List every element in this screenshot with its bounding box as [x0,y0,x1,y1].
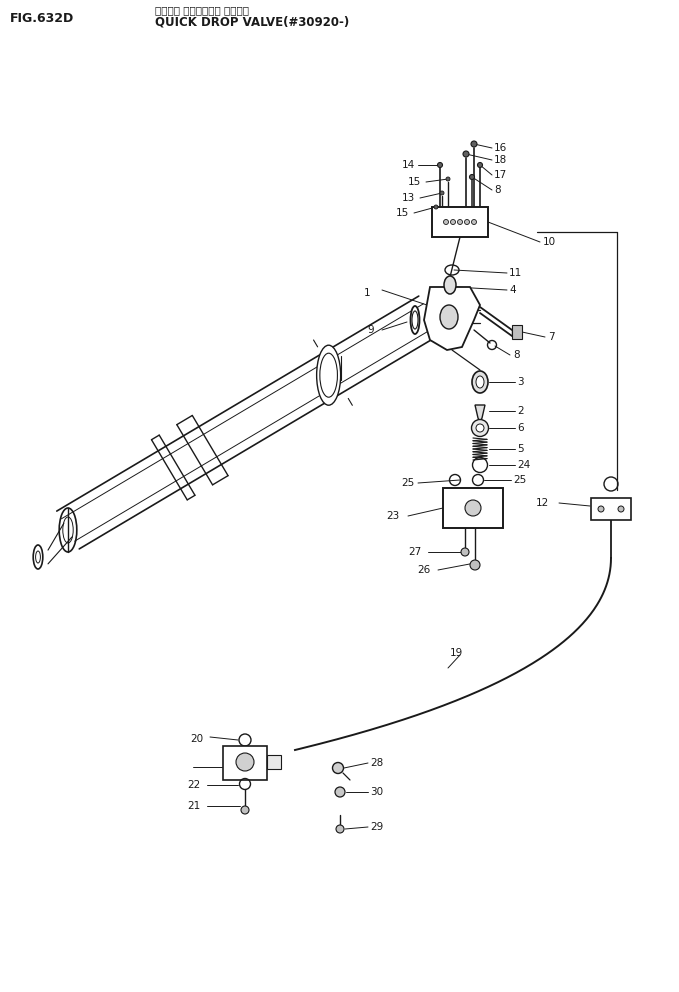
Text: 30: 30 [370,787,383,797]
Circle shape [465,500,481,516]
Text: 15: 15 [408,177,421,187]
Bar [267,755,281,769]
Text: 14: 14 [402,160,416,170]
Text: 19: 19 [450,648,463,658]
Text: 1: 1 [364,288,371,298]
Circle shape [464,219,469,224]
Text: 3: 3 [517,377,524,387]
Text: 15: 15 [396,208,409,218]
Bar [223,746,267,780]
Circle shape [333,763,344,774]
Bar [443,488,503,528]
Text: 8: 8 [494,185,500,195]
Text: 13: 13 [402,193,416,203]
Bar [432,207,488,237]
Circle shape [469,175,475,180]
Text: 6: 6 [517,423,524,433]
Text: 29: 29 [370,822,383,832]
Text: 25: 25 [513,475,526,485]
Text: 20: 20 [190,734,203,744]
Circle shape [446,177,450,181]
Text: 10: 10 [543,237,556,247]
Text: QUICK DROP VALVE(#30920-): QUICK DROP VALVE(#30920-) [155,16,349,29]
Ellipse shape [411,306,420,334]
Circle shape [440,191,444,195]
Text: FIG.632D: FIG.632D [10,12,74,25]
Text: 17: 17 [494,170,507,180]
Circle shape [236,753,254,771]
Bar [512,325,522,339]
Text: 12: 12 [536,498,549,508]
Circle shape [458,219,462,224]
Text: 4: 4 [509,285,515,295]
Text: 27: 27 [408,547,421,557]
Circle shape [461,548,469,556]
Circle shape [471,420,488,436]
Ellipse shape [444,276,456,294]
Circle shape [335,787,345,797]
Text: 8: 8 [513,350,519,360]
Circle shape [434,205,438,209]
Bar [591,498,631,520]
Ellipse shape [472,371,488,393]
Text: 7: 7 [548,332,555,342]
Text: 21: 21 [187,801,200,811]
Ellipse shape [316,345,341,405]
Circle shape [450,219,456,224]
Text: 16: 16 [494,143,507,153]
Text: 22: 22 [187,780,200,790]
Circle shape [471,219,477,224]
Circle shape [336,825,344,833]
Ellipse shape [476,376,484,388]
Text: 26: 26 [417,565,430,575]
Polygon shape [424,287,480,350]
Text: 28: 28 [370,758,383,768]
Text: 23: 23 [386,511,399,521]
Text: 25: 25 [401,478,414,488]
Polygon shape [475,405,485,422]
Circle shape [443,219,449,224]
Ellipse shape [440,305,458,329]
Circle shape [470,560,480,570]
Text: クイック ト・ロップ・ バルブ・: クイック ト・ロップ・ バルブ・ [155,5,249,15]
Circle shape [471,141,477,147]
Text: 9: 9 [367,325,373,335]
Text: 5: 5 [517,444,524,454]
Text: 24: 24 [517,460,530,470]
Text: 11: 11 [509,268,522,278]
Circle shape [598,506,604,512]
Text: 2: 2 [517,406,524,416]
Circle shape [618,506,624,512]
Circle shape [437,163,443,168]
Circle shape [241,806,249,814]
Circle shape [476,424,484,432]
Circle shape [477,163,483,168]
Text: 18: 18 [494,155,507,165]
Circle shape [463,151,469,157]
